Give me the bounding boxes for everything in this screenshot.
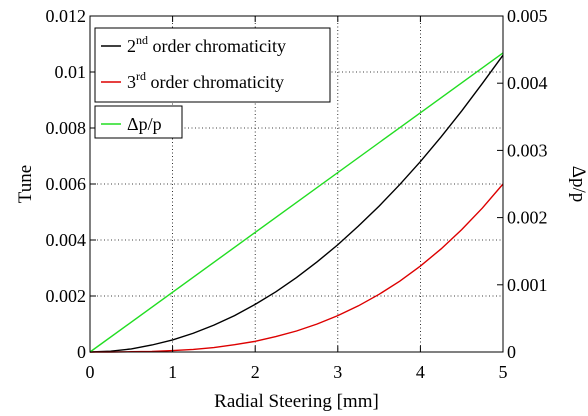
legend-box-1 [94,27,331,103]
series-line-2 [90,183,504,353]
series-line-1 [89,54,504,353]
axis-labels: Radial Steering [mm] Tune Δp/p [15,165,588,412]
axis-ticks: 0 1 2 3 4 500.0020.0040.0060.0080.010.01200.0… [46,6,548,382]
y-left-tick-label: 0.01 [55,62,87,82]
y-left-tick-label: 0.004 [46,230,87,250]
x-tick-label: 2 [251,362,260,382]
y-left-tick-label: 0.002 [46,286,87,306]
x-axis-label: Radial Steering [mm] [214,391,379,412]
legend-entry-label: Δp/p [127,114,162,134]
legend-box-2 [94,105,183,139]
x-tick-label: 4 [416,362,425,382]
y-left-tick-label: 0.012 [46,6,87,26]
y-right-tick-label: 0.005 [507,6,548,26]
y-axis-label-left: Tune [15,165,36,203]
x-tick-label: 3 [333,362,342,382]
x-tick-label: 1 [168,362,177,382]
y-axis-label-right: Δp/p [568,166,588,203]
x-tick-label: 0 [86,362,95,382]
y-right-tick-label: 0.002 [507,208,548,228]
y-left-tick-label: 0.006 [46,174,87,194]
plot-series [89,52,504,353]
y-right-tick-label: 0.001 [507,275,548,295]
legend-entry-label: 2nd order chromaticity [127,33,286,56]
y-right-tick-label: 0.003 [507,140,548,160]
y-left-tick-label: 0 [77,342,86,362]
legend-entry-label: 3rd order chromaticity [127,69,284,92]
legend: 2nd order chromaticity 3rd order chromati… [94,27,331,139]
y-right-tick-label: 0 [507,342,516,362]
series-line-3 [89,52,504,353]
y-right-tick-label: 0.004 [507,73,548,93]
y-left-tick-label: 0.008 [46,118,87,138]
x-tick-label: 5 [499,362,508,382]
